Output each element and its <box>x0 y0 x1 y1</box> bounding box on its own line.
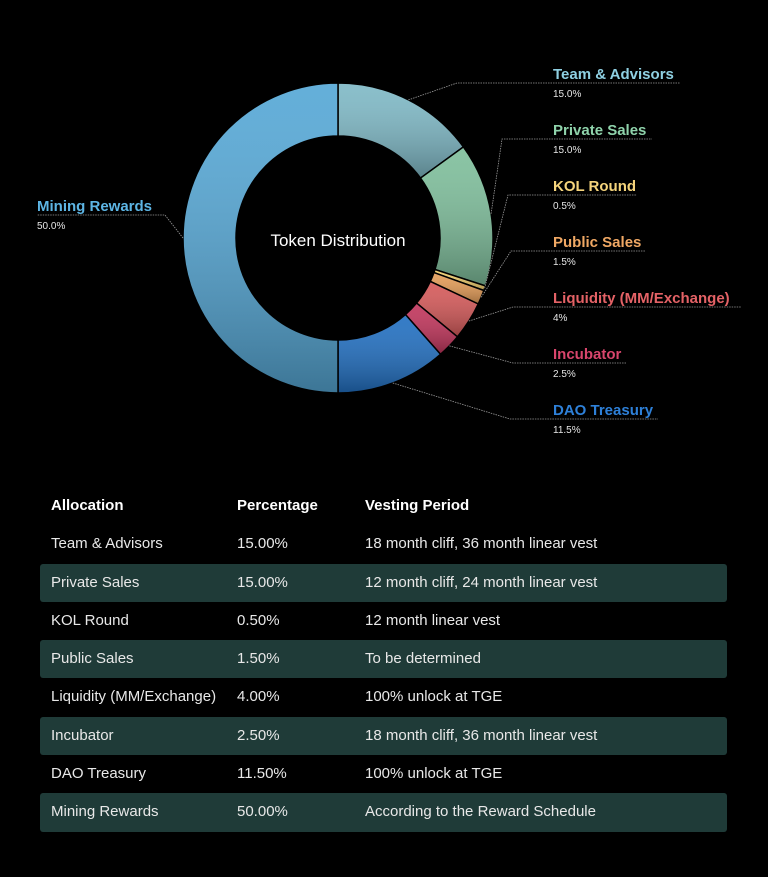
table-row: Incubator 2.50% 18 month cliff, 36 month l… <box>40 716 727 756</box>
slice-label: Private Sales <box>553 122 646 139</box>
cell-percentage: 2.50% <box>237 726 280 744</box>
slice-value-label: 11.5% <box>553 425 581 436</box>
leader-line <box>408 82 680 101</box>
slice-value-label: 15.0% <box>553 89 581 100</box>
cell-vesting-period: 18 month cliff, 36 month linear vest <box>365 535 598 553</box>
slice-label: Mining Rewards <box>37 198 152 215</box>
table-row: Public Sales 1.50% To be determined <box>40 640 727 679</box>
leader-line <box>484 194 637 289</box>
token-distribution-donut-chart: Token Distribution Team & Advisors 15.0% P… <box>37 66 741 436</box>
cell-percentage: 1.50% <box>237 650 280 668</box>
cell-vesting-period: 12 month cliff, 24 month linear vest <box>365 573 598 591</box>
slice-label: KOL Round <box>553 178 636 195</box>
cell-percentage: 4.00% <box>237 688 280 706</box>
cell-percentage: 50.00% <box>237 803 288 821</box>
leader-line <box>468 306 741 322</box>
cell-allocation: Mining Rewards <box>51 803 159 821</box>
cell-vesting-period: 100% unlock at TGE <box>365 688 503 706</box>
slice-value-label: 4% <box>553 313 568 324</box>
slice-shade <box>182 82 339 394</box>
cell-allocation: Incubator <box>51 726 114 744</box>
leader-line <box>392 382 658 420</box>
leader-line <box>490 138 652 214</box>
table-header: Allocation Percentage Vesting Period <box>40 487 727 525</box>
table-row: Mining Rewards 50.00% According to the Rew… <box>40 793 727 832</box>
table-row: DAO Treasury 11.50% 100% unlock at TGE <box>40 755 727 793</box>
slice-value-label: 0.5% <box>553 201 576 212</box>
chart-title: Token Distribution <box>270 231 405 250</box>
leader-line <box>480 250 645 298</box>
cell-percentage: 11.50% <box>237 765 287 783</box>
slice-value-label: 15.0% <box>553 145 581 156</box>
cell-percentage: 0.50% <box>237 611 280 629</box>
cell-vesting-period: 100% unlock at TGE <box>365 765 503 783</box>
cell-vesting-period: According to the Reward Schedule <box>365 803 596 821</box>
cell-percentage: 15.00% <box>237 535 288 553</box>
cell-percentage: 15.00% <box>237 573 288 591</box>
cell-vesting-period: 18 month cliff, 36 month linear vest <box>365 726 598 744</box>
header-percentage: Percentage <box>237 497 318 514</box>
allocation-table: Allocation Percentage Vesting Period Tea… <box>40 487 727 832</box>
cell-allocation: Team & Advisors <box>51 535 163 553</box>
slice-label: Public Sales <box>553 234 641 251</box>
table-row: Team & Advisors 15.00% 18 month cliff, 36 … <box>40 525 727 563</box>
leader-line <box>449 345 626 364</box>
table-row: Liquidity (MM/Exchange) 4.00% 100% unlock … <box>40 678 727 716</box>
slice-value-label: 2.5% <box>553 369 576 380</box>
slice-value-label: 1.5% <box>553 257 576 268</box>
slice-value-label: 50.0% <box>37 221 65 232</box>
slice-label: Liquidity (MM/Exchange) <box>553 290 730 307</box>
table-row: KOL Round 0.50% 12 month linear vest <box>40 602 727 640</box>
cell-allocation: Liquidity (MM/Exchange) <box>51 688 217 706</box>
cell-vesting-period: To be determined <box>365 650 481 668</box>
slice-label: DAO Treasury <box>553 402 654 419</box>
cell-allocation: KOL Round <box>51 611 129 629</box>
slice-label: Team & Advisors <box>553 66 674 83</box>
cell-allocation: Private Sales <box>51 573 140 591</box>
cell-allocation: DAO Treasury <box>51 765 147 783</box>
cell-vesting-period: 12 month linear vest <box>365 611 501 629</box>
table-row: Private Sales 15.00% 12 month cliff, 24 mo… <box>40 563 727 602</box>
cell-allocation: Public Sales <box>51 650 134 668</box>
slice-label: Incubator <box>553 346 621 363</box>
header-vesting-period: Vesting Period <box>365 497 470 514</box>
header-allocation: Allocation <box>51 497 124 514</box>
